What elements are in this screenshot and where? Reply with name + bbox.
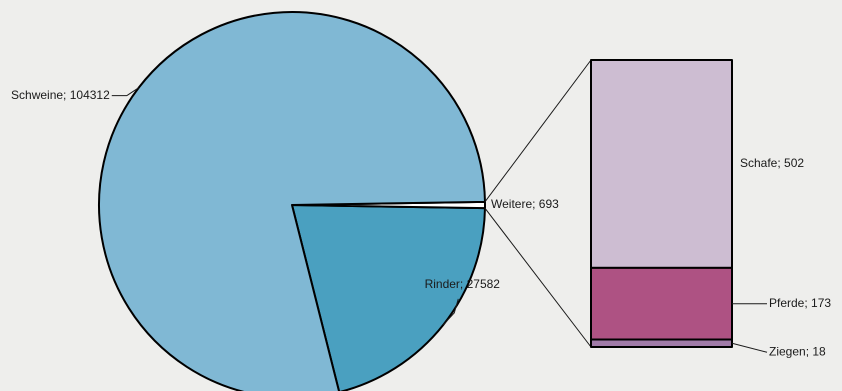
- connector-lines: [484, 59, 592, 348]
- bar-segment-schafe: [590, 59, 733, 269]
- data-label-schafe: Schafe; 502: [740, 156, 804, 170]
- data-label-ziegen: Ziegen; 18: [769, 344, 826, 358]
- leader-line-rinder: [442, 298, 459, 326]
- bar-segment-ziegen: [590, 338, 733, 348]
- connector-bottom: [484, 207, 592, 348]
- bar-segment-pferde: [590, 266, 733, 341]
- pie-slice-schweine: [98, 11, 486, 391]
- pie: [98, 11, 487, 391]
- data-label-pferde: Pferde; 173: [769, 296, 831, 310]
- connector-top: [484, 59, 592, 203]
- leader-line-ziegen: [731, 342, 768, 353]
- data-label-rinder: Rinder; 27582: [425, 277, 501, 291]
- stacked-bar: [590, 59, 733, 348]
- data-label-schweine: Schweine; 104312: [11, 88, 110, 102]
- data-labels: Rinder; 27582 Weitere; 693 Schweine; 10431…: [11, 87, 831, 358]
- data-label-weitere: Weitere; 693: [491, 197, 559, 211]
- leader-line-schweine: [111, 87, 140, 97]
